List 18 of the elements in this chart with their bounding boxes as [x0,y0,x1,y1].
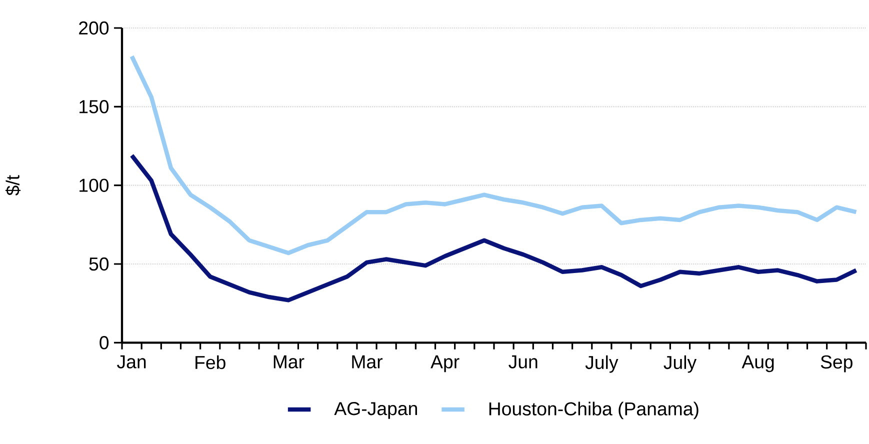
x-tick-label: Jun [508,355,538,368]
x-tick-label: Aug [742,355,774,372]
y-tick-label: 100 [80,178,109,192]
x-tick-label: Apr [430,355,460,372]
legend-label: Houston-Chiba (Panama) [489,402,698,420]
y-tick-label: 200 [79,21,109,35]
y-tick-label: 0 [100,336,109,350]
x-tick-label: Feb [196,355,226,370]
y-axis-title: $/t [5,175,21,196]
x-tick-label: Mar [274,355,304,368]
x-tick-label: Jan [117,355,146,368]
y-tick-label: 50 [89,257,109,271]
x-tick-label: July [585,355,618,373]
legend-label: AG-Japan [334,402,417,419]
x-tick-label: Sep [820,355,852,372]
y-tick-label: 150 [80,100,109,114]
x-tick-label: Mar [352,355,383,368]
x-tick-label: July [664,355,697,373]
